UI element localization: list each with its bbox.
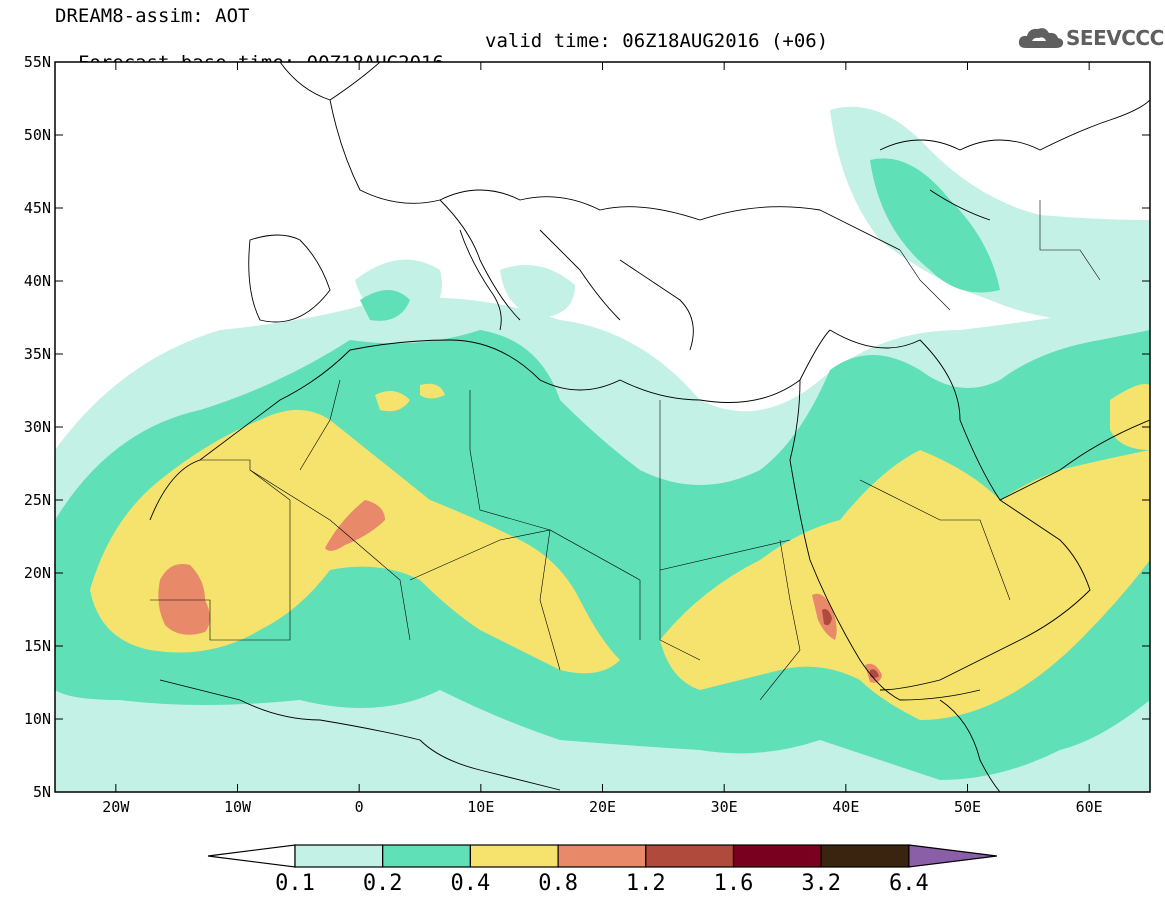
colorbar-level-label: 0.4 [451,871,491,896]
lon-tick-label: 30E [711,798,738,816]
colorbar-level-label: 0.8 [538,871,578,896]
lat-tick-label: 50N [24,126,51,144]
colorbar-level-label: 1.6 [714,871,754,896]
cloud-icon [1018,28,1064,48]
colorbar-box [469,844,559,868]
valid-time: valid time: 06Z18AUG2016 (+06) [485,30,829,52]
lon-tick-label: 0 [355,798,364,816]
seevccc-logo: SEEVCCC [1018,24,1164,52]
coastlines [149,62,1150,792]
colorbar-level-label: 1.2 [626,871,666,896]
logo-text: SEEVCCC [1066,26,1164,50]
colorbar-high-arrow [908,844,997,868]
lat-tick-label: 15N [24,637,51,655]
colorbar: 0.1 0.2 0.4 0.8 1.2 1.6 3.2 6.4 [207,844,997,896]
colorbar-level-label: 0.1 [275,871,315,896]
lat-tick-label: 20N [24,564,51,582]
map-title: DREAM8-assim: AOT [55,5,250,27]
lon-tick-label: 40E [832,798,859,816]
colorbar-box [382,844,472,868]
colorbar-box [820,844,910,868]
lon-tick-label: 10W [224,798,252,816]
lat-tick-label: 10N [24,710,51,728]
colorbar-box [732,844,822,868]
colorbar-level-label: 3.2 [801,871,841,896]
colorbar-level-label: 6.4 [889,871,929,896]
lat-tick-label: 25N [24,491,51,509]
political-borders [150,200,1101,701]
lat-tick-label: 55N [24,53,51,71]
lon-tick-label: 60E [1076,798,1103,816]
aot-field [55,62,1150,792]
lat-tick-label: 45N [24,199,51,217]
lon-tick-label: 50E [954,798,981,816]
lat-tick-label: 40N [24,272,51,290]
lat-tick-label: 5N [33,783,51,801]
lat-tick-label: 35N [24,345,51,363]
axis-ticks: 55N 50N 45N 40N 35N 30N 25N 20N 15N 10N 5N 20W 10W 0 1… [24,53,1150,816]
lon-tick-label: 10E [467,798,494,816]
lon-tick-label: 20E [589,798,616,816]
lat-tick-label: 30N [24,418,51,436]
lon-tick-label: 20W [102,798,130,816]
colorbar-level-label: 0.2 [363,871,403,896]
colorbar-low-arrow [207,844,296,868]
colorbar-box [557,844,647,868]
colorbar-box [294,844,384,868]
colorbar-box [645,844,735,868]
